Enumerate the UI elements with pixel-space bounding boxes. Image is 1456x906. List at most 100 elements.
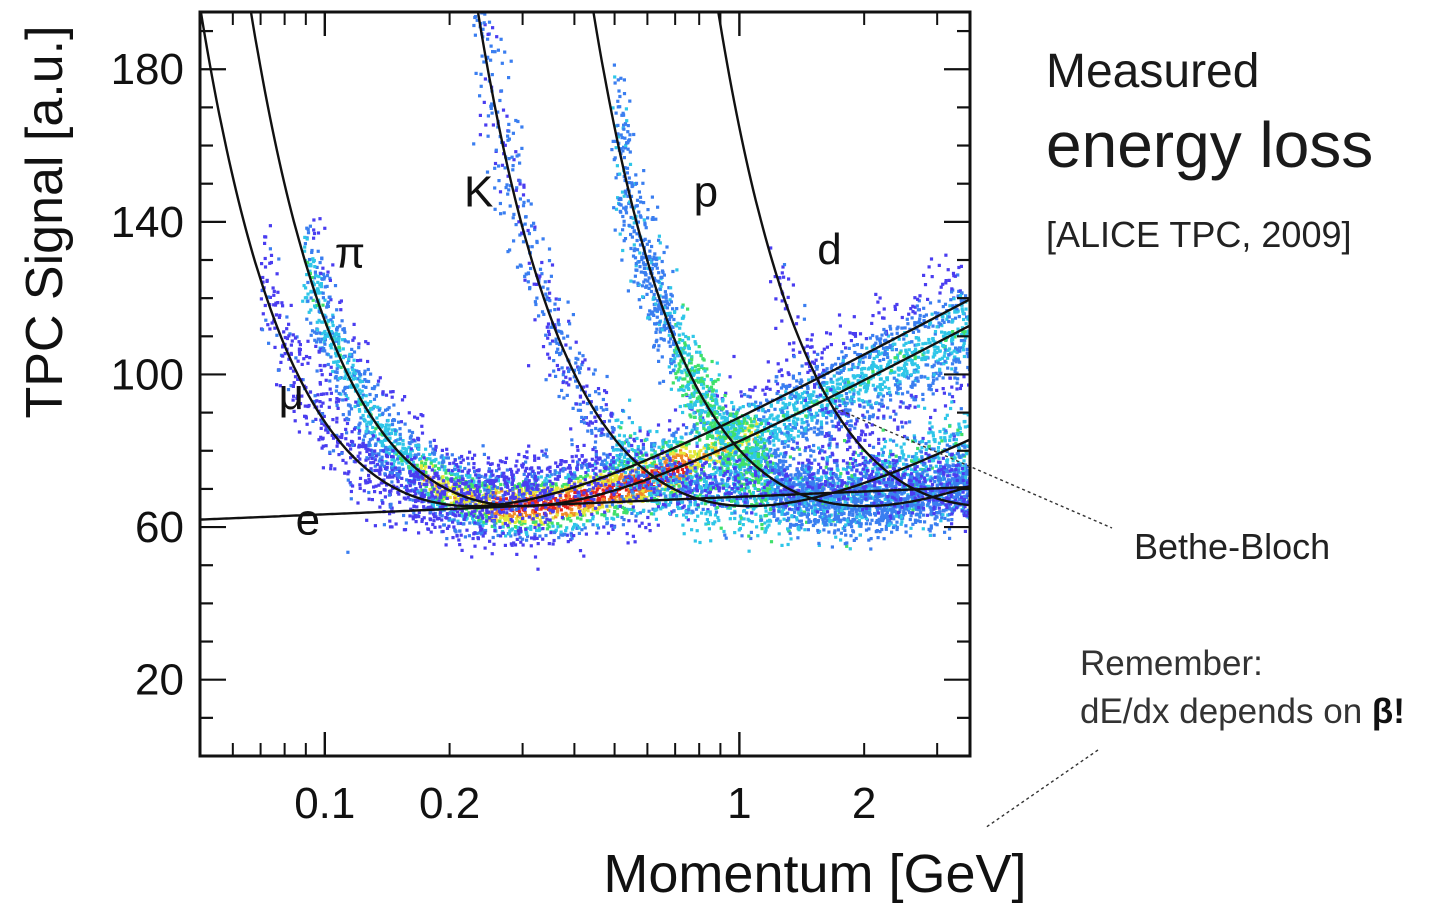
density-point [758,418,762,422]
density-point [341,458,345,462]
density-point [359,402,363,406]
density-point [570,533,574,537]
density-point [593,462,597,466]
density-point [929,415,933,420]
density-point [331,436,336,440]
density-point [582,417,586,421]
density-point [335,403,339,408]
density-point [837,371,841,375]
density-point [702,446,706,450]
density-point [883,339,887,343]
density-point [451,520,455,524]
density-point [549,483,553,487]
density-point [378,413,382,417]
density-point [605,508,610,512]
density-point [746,439,750,443]
density-point [500,489,504,493]
density-point [827,431,831,435]
density-point [412,511,416,515]
density-point [646,430,650,434]
density-point [852,343,856,347]
density-point [376,405,380,409]
density-point [347,470,351,474]
density-point [785,434,789,438]
density-point [792,403,796,407]
density-point [794,401,798,405]
density-point [364,446,368,450]
density-point [440,514,444,518]
density-point [325,426,329,430]
density-point [870,367,875,371]
density-point [900,315,904,320]
density-point [524,466,528,470]
density-point [365,449,369,454]
density-point [483,531,487,535]
density-point [805,403,809,407]
density-point [937,263,941,267]
density-point [586,468,590,472]
density-point [364,409,368,413]
density-point [827,433,831,438]
density-point [823,434,827,438]
density-point [932,373,936,377]
density-point [950,395,955,399]
density-point [482,496,486,500]
density-point [323,298,327,302]
density-point [750,456,754,460]
density-point [871,314,875,318]
density-point [948,392,952,396]
density-point [625,495,629,499]
density-point [503,522,507,526]
density-point [645,467,649,472]
density-point [865,400,869,404]
density-point [953,308,957,312]
density-point [413,415,417,419]
density-point [835,382,839,386]
density-point [543,511,547,515]
density-point [552,530,557,535]
density-point [907,340,911,344]
density-point [889,327,893,331]
density-point [480,484,484,488]
density-point [471,536,475,541]
density-point [493,507,497,511]
density-point [881,346,886,350]
density-point [501,494,505,498]
density-point [646,433,650,437]
density-point [518,197,522,201]
density-point [338,300,342,304]
density-point [877,311,881,315]
density-point [566,540,570,544]
density-point [903,368,907,373]
density-point [644,465,648,469]
density-point [351,440,355,444]
density-point [276,301,280,305]
density-point [296,394,300,398]
density-point [566,494,570,498]
density-point [293,375,298,379]
density-point [336,440,340,444]
density-point [814,411,818,415]
density-point [648,529,652,533]
density-point [533,509,537,514]
density-point [321,291,325,295]
density-point [388,512,392,516]
density-point [791,419,796,423]
density-point [430,485,435,489]
density-point [351,484,355,488]
density-point [866,403,870,407]
density-point [684,465,688,469]
density-point [533,525,537,530]
density-point [620,515,624,520]
density-point [441,497,445,501]
density-point [871,415,875,419]
density-point [415,416,420,420]
density-point [896,427,900,431]
density-point [357,436,361,440]
density-point [675,453,679,457]
density-point [391,466,395,471]
density-point [950,337,954,341]
density-point [493,523,497,527]
density-point [879,392,883,396]
density-point [845,408,849,412]
